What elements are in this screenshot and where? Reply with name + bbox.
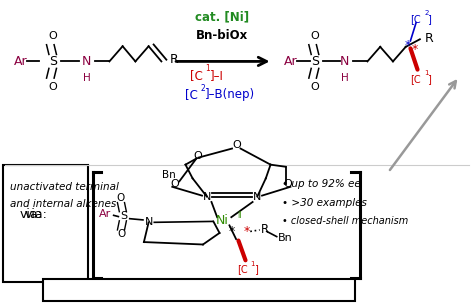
Text: R: R: [170, 53, 179, 66]
Text: ]: ]: [428, 74, 431, 84]
Text: *: *: [243, 225, 250, 238]
Text: Ni: Ni: [216, 214, 228, 227]
Text: N: N: [145, 217, 153, 227]
Text: *: *: [404, 39, 411, 52]
Text: cat. [Ni]: cat. [Ni]: [195, 11, 249, 24]
Text: 2: 2: [424, 10, 428, 16]
Text: Ar: Ar: [13, 55, 27, 68]
Text: via:: via:: [19, 208, 43, 221]
Text: [C: [C: [185, 88, 198, 101]
Text: H: H: [83, 73, 91, 83]
Text: stereoselective migratory insertion: stereoselective migratory insertion: [126, 286, 348, 296]
Text: ]–B(nep): ]–B(nep): [205, 88, 255, 101]
Text: [C: [C: [237, 264, 248, 274]
Text: ]: ]: [254, 264, 257, 274]
Text: unactivated terminal: unactivated terminal: [10, 182, 119, 192]
Text: [C: [C: [190, 69, 202, 81]
Text: II: II: [237, 211, 241, 220]
Text: *: *: [412, 43, 418, 56]
Text: S: S: [49, 55, 57, 68]
Text: N: N: [82, 55, 91, 68]
Bar: [43, 279, 355, 301]
Text: O: O: [48, 82, 57, 92]
Text: N: N: [202, 192, 211, 202]
Text: O: O: [48, 30, 57, 41]
Text: • >30 examples: • >30 examples: [282, 198, 367, 208]
Bar: [3, 165, 88, 282]
Text: 1: 1: [250, 261, 255, 267]
Text: [C: [C: [410, 15, 421, 24]
Text: S: S: [120, 211, 128, 221]
Text: N: N: [340, 55, 349, 68]
Text: *: *: [228, 225, 235, 238]
Text: H: H: [341, 73, 349, 83]
Text: Ar: Ar: [99, 209, 111, 219]
Text: R: R: [425, 32, 433, 45]
Text: via:: via:: [24, 208, 47, 221]
Text: N: N: [253, 192, 262, 202]
Text: 1: 1: [205, 64, 210, 73]
Text: Bn-biOx: Bn-biOx: [196, 29, 248, 42]
Text: O: O: [283, 179, 292, 189]
Text: and internal alkenes: and internal alkenes: [10, 199, 117, 209]
Text: • up to 92% ee: • up to 92% ee: [282, 179, 361, 189]
Text: [C: [C: [410, 74, 421, 84]
Text: O: O: [118, 229, 126, 239]
Text: S: S: [311, 55, 319, 68]
Text: O: O: [310, 82, 319, 92]
Text: Bn: Bn: [278, 233, 292, 243]
Text: R: R: [261, 223, 269, 236]
Text: 1: 1: [424, 70, 428, 76]
Text: Ar: Ar: [284, 55, 298, 68]
Text: O: O: [194, 151, 202, 160]
Text: O: O: [116, 193, 124, 203]
Text: O: O: [310, 30, 319, 41]
Text: ]: ]: [428, 15, 431, 24]
Text: Bn: Bn: [162, 170, 176, 180]
Text: O: O: [232, 140, 241, 150]
Text: O: O: [170, 179, 179, 189]
Text: ]–I: ]–I: [210, 69, 223, 81]
Text: 2: 2: [201, 84, 205, 93]
Text: • closed-shell mechanism: • closed-shell mechanism: [282, 216, 408, 226]
